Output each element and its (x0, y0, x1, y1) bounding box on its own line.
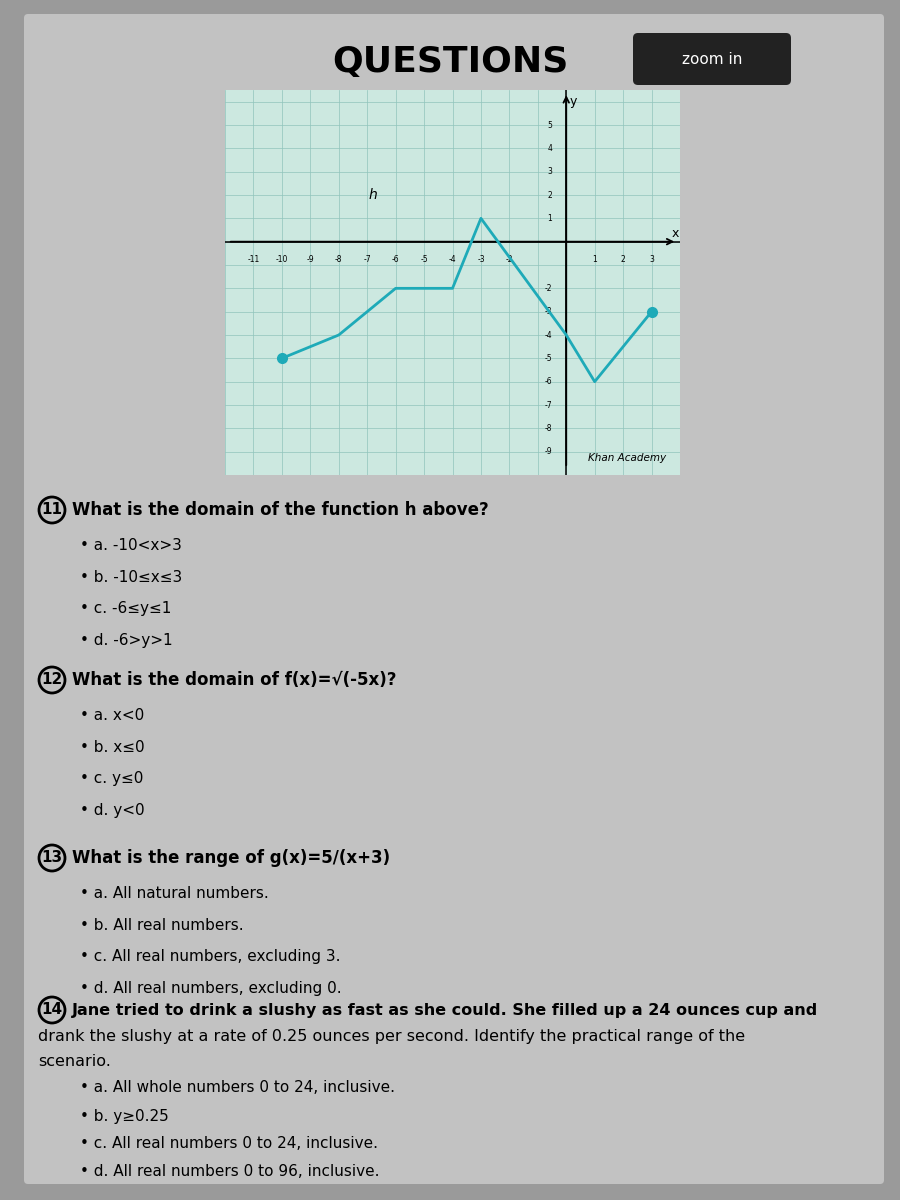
Text: What is the range of g(x)=5/(x+3): What is the range of g(x)=5/(x+3) (72, 850, 390, 866)
Text: drank the slushy at a rate of 0.25 ounces per second. Identify the practical ran: drank the slushy at a rate of 0.25 ounce… (38, 1028, 745, 1044)
Text: • c. y≤0: • c. y≤0 (80, 772, 143, 786)
Text: • b. y≥0.25: • b. y≥0.25 (80, 1109, 169, 1123)
Text: -9: -9 (307, 254, 314, 264)
Text: -5: -5 (420, 254, 427, 264)
FancyBboxPatch shape (633, 32, 791, 85)
Text: QUESTIONS: QUESTIONS (332, 44, 568, 79)
Text: -2: -2 (544, 284, 552, 293)
Text: • b. All real numbers.: • b. All real numbers. (80, 918, 244, 932)
Text: -7: -7 (544, 401, 552, 409)
Text: zoom in: zoom in (682, 53, 742, 67)
Text: -2: -2 (506, 254, 513, 264)
Text: • a. x<0: • a. x<0 (80, 708, 144, 722)
Text: h: h (368, 188, 377, 202)
Text: • a. All natural numbers.: • a. All natural numbers. (80, 886, 269, 900)
Text: • c. All real numbers, excluding 3.: • c. All real numbers, excluding 3. (80, 949, 340, 965)
Text: 13: 13 (41, 851, 63, 865)
Text: scenario.: scenario. (38, 1055, 111, 1069)
Text: • d. All real numbers, excluding 0.: • d. All real numbers, excluding 0. (80, 982, 342, 996)
Text: 3: 3 (649, 254, 654, 264)
Text: • d. All real numbers 0 to 96, inclusive.: • d. All real numbers 0 to 96, inclusive… (80, 1164, 380, 1180)
Text: -4: -4 (449, 254, 456, 264)
Text: Jane tried to drink a slushy as fast as she could. She filled up a 24 ounces cup: Jane tried to drink a slushy as fast as … (72, 1002, 818, 1018)
Text: -10: -10 (275, 254, 288, 264)
Text: -8: -8 (544, 424, 552, 433)
Text: x: x (671, 227, 679, 240)
Text: -5: -5 (544, 354, 552, 362)
Text: 1: 1 (547, 214, 552, 223)
Text: -7: -7 (364, 254, 371, 264)
Text: Khan Academy: Khan Academy (588, 454, 666, 463)
Text: -6: -6 (544, 377, 552, 386)
Text: • b. x≤0: • b. x≤0 (80, 739, 145, 755)
Text: • d. -6>y>1: • d. -6>y>1 (80, 634, 173, 648)
Text: 1: 1 (592, 254, 597, 264)
Text: -6: -6 (392, 254, 400, 264)
Text: 11: 11 (41, 503, 62, 517)
Text: • c. All real numbers 0 to 24, inclusive.: • c. All real numbers 0 to 24, inclusive… (80, 1136, 378, 1152)
Text: -11: -11 (248, 254, 259, 264)
Text: -9: -9 (544, 448, 552, 456)
Text: 4: 4 (547, 144, 552, 152)
Text: 2: 2 (621, 254, 626, 264)
Text: • b. -10≤x≤3: • b. -10≤x≤3 (80, 570, 182, 584)
FancyBboxPatch shape (24, 14, 884, 1184)
Text: -4: -4 (544, 330, 552, 340)
Text: • c. -6≤y≤1: • c. -6≤y≤1 (80, 601, 171, 617)
Text: y: y (570, 95, 577, 108)
Text: • a. All whole numbers 0 to 24, inclusive.: • a. All whole numbers 0 to 24, inclusiv… (80, 1080, 395, 1096)
Text: 12: 12 (41, 672, 63, 688)
Text: -3: -3 (544, 307, 552, 316)
Text: -8: -8 (335, 254, 343, 264)
Text: 2: 2 (547, 191, 552, 199)
Text: 5: 5 (547, 120, 552, 130)
Text: What is the domain of the function h above?: What is the domain of the function h abo… (72, 502, 489, 518)
Text: • a. -10<x>3: • a. -10<x>3 (80, 538, 182, 552)
Text: 14: 14 (41, 1002, 63, 1018)
Text: -3: -3 (477, 254, 485, 264)
Text: • d. y<0: • d. y<0 (80, 804, 145, 818)
Text: What is the domain of f(x)=√(-5x)?: What is the domain of f(x)=√(-5x)? (72, 671, 397, 689)
Text: 3: 3 (547, 167, 552, 176)
